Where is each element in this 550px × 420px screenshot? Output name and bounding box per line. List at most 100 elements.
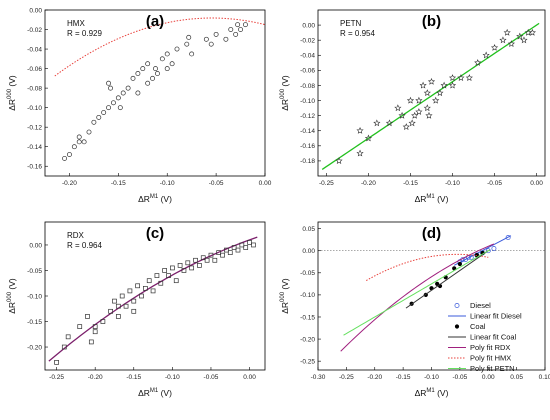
data-point <box>419 81 427 89</box>
data-point <box>440 81 448 89</box>
data-point <box>415 108 423 115</box>
data-point <box>482 51 490 59</box>
data-point <box>503 28 511 36</box>
x-tick-label: 0.00 <box>259 180 272 187</box>
data-point <box>224 247 229 253</box>
y-tick-label: -0.04 <box>300 53 315 60</box>
x-tick-label: -0.30 <box>311 374 326 381</box>
data-point <box>92 329 98 335</box>
data-point <box>505 235 511 240</box>
data-point <box>223 36 229 42</box>
data-point <box>115 95 121 101</box>
data-point <box>356 149 364 157</box>
data-point <box>189 265 195 271</box>
data-point <box>432 96 440 104</box>
y-tick-label: 0.00 <box>302 22 315 29</box>
data-point <box>112 298 117 304</box>
chart-panel-d: -0.30 -0.25 -0.20 -0.15 -0.10 -0.05 0.00 0.05 0.… <box>280 221 550 398</box>
y-tick-label: -0.20 <box>300 336 315 343</box>
x-tick-label: -0.20 <box>62 180 77 187</box>
panel-label: (b) <box>422 13 441 30</box>
x-tick-label: -0.10 <box>165 374 180 381</box>
y-tick-label: -0.06 <box>27 66 42 73</box>
data-point <box>162 268 167 273</box>
data-point <box>197 263 202 268</box>
data-point <box>91 119 97 125</box>
data-point <box>145 80 151 86</box>
data-point <box>135 283 140 289</box>
data-point <box>213 31 219 37</box>
data-point <box>170 265 175 271</box>
data-point <box>164 66 170 72</box>
x-tick-label: -0.15 <box>403 180 418 187</box>
data-point <box>528 28 536 36</box>
y-tick-label: -0.05 <box>27 268 42 275</box>
y-tick-label: -0.08 <box>27 85 42 92</box>
data-point <box>123 303 129 309</box>
x-tick-label: -0.15 <box>126 374 141 381</box>
data-point <box>448 74 457 81</box>
x-tick-label: -0.25 <box>339 374 354 381</box>
data-point <box>474 59 482 66</box>
data-point <box>166 273 171 278</box>
data-point <box>454 303 460 308</box>
data-point <box>425 111 433 119</box>
data-point <box>227 250 233 255</box>
data-point <box>408 119 416 127</box>
y-tick-label: -0.10 <box>300 98 315 105</box>
data-point <box>108 308 113 314</box>
data-point <box>457 261 462 267</box>
legend-label: Diesel <box>470 301 491 310</box>
data-point <box>77 324 83 329</box>
data-point <box>115 303 121 309</box>
data-point <box>81 139 87 145</box>
x-axis-label: ΔRM1 (V) <box>138 388 172 398</box>
data-point <box>364 134 373 142</box>
data-point <box>239 242 245 248</box>
chart-panel-c: -0.25 -0.20 -0.15 -0.10 -0.05 0.00 -0.20 -0.15 -… <box>7 221 266 398</box>
y-tick-label: 0.00 <box>302 248 315 255</box>
data-point <box>251 242 256 248</box>
data-point <box>507 40 515 48</box>
y-tick-label: -0.25 <box>300 358 315 365</box>
data-point <box>335 157 343 164</box>
data-point <box>415 96 423 104</box>
y-axis-label: ΔR000 (V) <box>7 75 17 111</box>
data-point <box>228 27 234 32</box>
x-tick-label: -0.20 <box>361 180 376 187</box>
panel-label: (a) <box>146 13 164 30</box>
x-tick-label: -0.05 <box>452 374 467 381</box>
data-point <box>131 298 137 304</box>
data-point <box>204 257 210 263</box>
data-point <box>423 89 431 97</box>
data-point <box>247 240 252 245</box>
data-point <box>65 334 71 340</box>
x-tick-label: 0.10 <box>539 374 550 381</box>
data-point <box>238 27 244 32</box>
data-point <box>242 22 248 28</box>
y-tick-label: -0.08 <box>300 83 315 90</box>
data-point <box>130 75 136 81</box>
series-line <box>453 235 512 266</box>
data-point <box>120 90 126 96</box>
data-point <box>193 257 198 263</box>
x-tick-label: -0.15 <box>396 374 411 381</box>
legend-label: Linear fit Diesel <box>470 312 522 321</box>
legend-label: Poly fit HMX <box>470 354 511 363</box>
data-point <box>100 319 106 324</box>
data-point <box>169 61 175 67</box>
data-point <box>457 74 465 81</box>
y-tick-label: -0.02 <box>27 27 42 34</box>
data-point <box>150 75 156 81</box>
data-point <box>117 105 123 111</box>
data-point <box>146 278 152 284</box>
data-point <box>231 245 237 250</box>
x-tick-label: -0.10 <box>445 180 460 187</box>
y-axis-label: ΔR000 (V) <box>280 278 290 314</box>
y-tick-label: -0.20 <box>27 344 42 351</box>
data-point <box>356 126 364 134</box>
data-point <box>186 34 192 40</box>
plot-frame <box>317 9 546 177</box>
data-point <box>139 293 144 299</box>
data-point <box>54 359 59 365</box>
